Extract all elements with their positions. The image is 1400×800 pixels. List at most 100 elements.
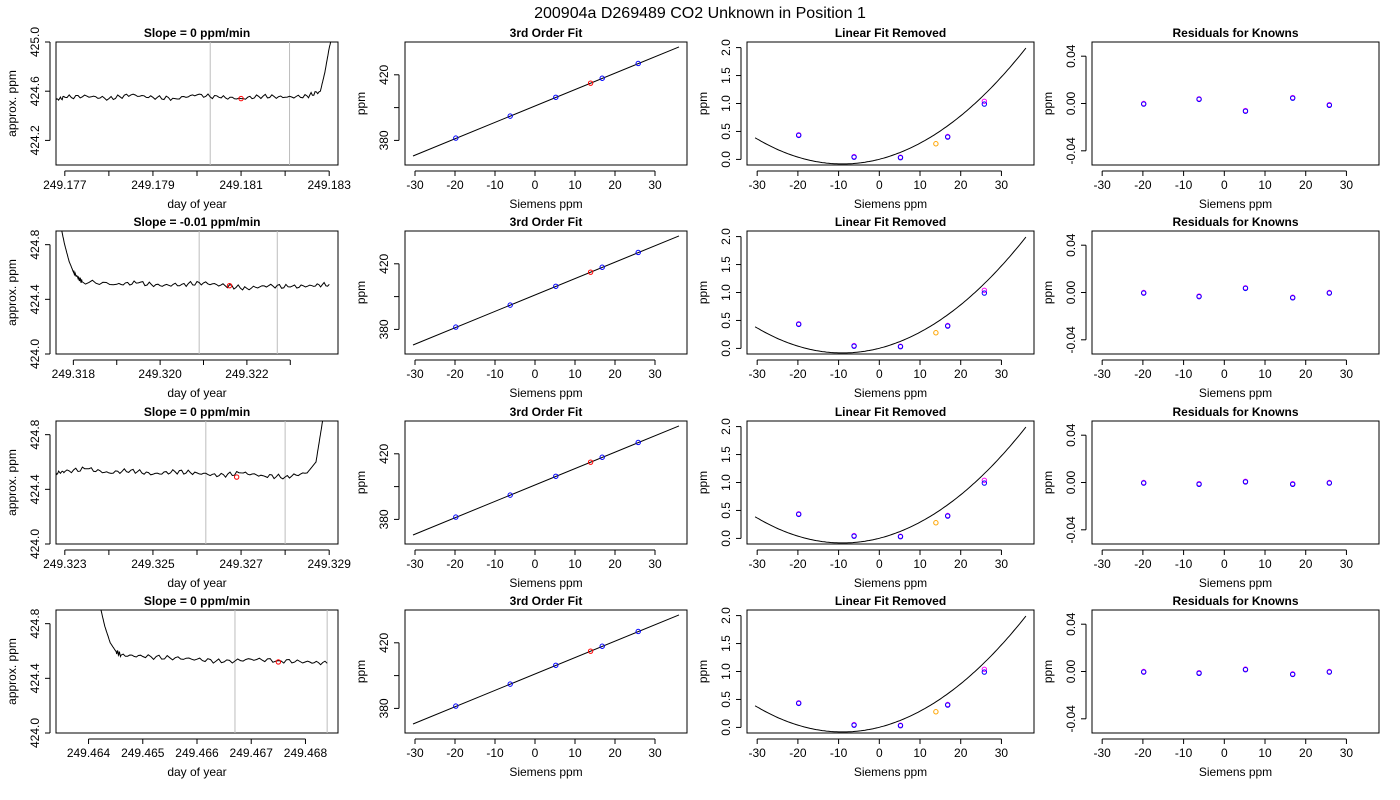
x-tick-label: 249.466 <box>175 746 219 760</box>
x-tick-label: 0 <box>532 367 539 381</box>
x-axis-label: Siemens ppm <box>854 765 927 779</box>
calibration-panel: Linear Fit Removed -30 -20 -10 0 10 20 30 Siemen… <box>696 405 1035 590</box>
x-axis-label: Siemens ppm <box>509 197 582 211</box>
x-tick-label: 10 <box>913 557 927 571</box>
y-axis-label: ppm <box>354 471 368 494</box>
y-tick-label: 0.04 <box>1064 233 1078 257</box>
residual-point <box>1326 290 1333 296</box>
x-tick-label: 10 <box>913 746 927 760</box>
y-tick-label: 0.00 <box>1064 280 1078 304</box>
known-point <box>453 514 459 520</box>
plot-area <box>56 421 324 544</box>
known-point <box>635 628 641 635</box>
y-tick-label: 380 <box>377 130 391 150</box>
x-axis-label: day of year <box>167 576 226 590</box>
x-tick-label: -30 <box>1094 367 1112 381</box>
x-tick-label: -20 <box>446 178 464 192</box>
known-point <box>897 155 904 161</box>
y-axis-label: ppm <box>696 281 710 304</box>
y-tick-label: 420 <box>377 64 391 84</box>
unknown-point <box>933 520 939 526</box>
residual-point <box>1242 108 1249 114</box>
y-axis-label: ppm <box>1041 471 1055 494</box>
plot-area <box>412 46 680 157</box>
known-point <box>507 681 513 687</box>
x-axis-label: Siemens ppm <box>854 386 927 400</box>
x-tick-label: 30 <box>1340 746 1354 760</box>
calibration-panel: Linear Fit Removed -30 -20 -10 0 10 20 30 Siemen… <box>696 215 1035 400</box>
known-point <box>553 94 559 100</box>
x-tick-label: 20 <box>954 367 968 381</box>
time-series-panel: Slope = 0 ppm/min 249.177 249.179 249.181 24… <box>5 26 351 211</box>
known-point <box>897 534 904 540</box>
y-axis-label: ppm <box>354 281 368 304</box>
plot-area <box>754 47 1027 165</box>
residual-point <box>1289 671 1296 678</box>
y-tick-label: 1.0 <box>719 284 733 301</box>
y-axis-label: approx. ppm <box>5 638 19 705</box>
y-axis-label: ppm <box>696 471 710 494</box>
x-tick-label: -30 <box>406 178 424 192</box>
y-tick-label: 2.0 <box>719 39 733 56</box>
residual-point <box>1196 670 1202 676</box>
y-axis-label: ppm <box>1041 92 1055 115</box>
known-point <box>453 324 459 330</box>
x-tick-label: -10 <box>486 178 504 192</box>
y-tick-label: 1.0 <box>719 474 733 491</box>
x-tick-label: -20 <box>789 367 807 381</box>
x-tick-label: 20 <box>1299 367 1313 381</box>
x-tick-label: 10 <box>568 746 582 760</box>
x-tick-label: 249.465 <box>121 746 165 760</box>
x-tick-label: -10 <box>1175 178 1193 192</box>
known-point <box>453 135 459 141</box>
x-tick-label: 249.322 <box>225 367 269 381</box>
known-point <box>981 480 988 486</box>
calibration-panel: Residuals for Knowns -30 -20 -10 0 10 20 30 Siem… <box>1041 26 1380 211</box>
known-point <box>635 439 641 446</box>
x-axis-label: Siemens ppm <box>1199 576 1272 590</box>
calibration-panel: 3rd Order Fit -30 -20 -10 0 10 20 30 Siemens ppm… <box>354 594 688 779</box>
panel-title: 3rd Order Fit <box>510 215 583 229</box>
x-tick-label: -20 <box>1134 367 1152 381</box>
x-tick-label: -20 <box>1134 557 1152 571</box>
x-tick-label: 30 <box>1340 367 1354 381</box>
y-tick-label: 0.00 <box>1064 470 1078 494</box>
plot-frame <box>55 41 339 166</box>
panel-title: Residuals for Knowns <box>1172 405 1298 419</box>
x-tick-label: -10 <box>830 557 848 571</box>
x-tick-label: 10 <box>568 178 582 192</box>
y-tick-label: 1.0 <box>719 95 733 112</box>
plot-area <box>61 231 330 354</box>
y-tick-label: 424.8 <box>28 608 42 638</box>
calibration-panel: 3rd Order Fit -30 -20 -10 0 10 20 30 Siemens ppm… <box>354 26 688 211</box>
y-tick-label: 2.0 <box>719 607 733 624</box>
x-tick-label: -10 <box>486 367 504 381</box>
x-tick-label: 20 <box>608 557 622 571</box>
y-tick-label: 0.0 <box>719 719 733 736</box>
x-tick-label: 30 <box>648 746 662 760</box>
y-tick-label: 0.5 <box>719 312 733 329</box>
x-tick-label: 0 <box>876 367 883 381</box>
x-tick-label: 20 <box>1299 746 1313 760</box>
panel-title: 3rd Order Fit <box>510 594 583 608</box>
x-axis-label: Siemens ppm <box>854 576 927 590</box>
sample-marker <box>275 659 282 665</box>
calibration-panel: Residuals for Knowns -30 -20 -10 0 10 20 30 Siem… <box>1041 215 1380 400</box>
unknown-point <box>933 330 939 336</box>
y-axis-label: approx. ppm <box>5 449 19 516</box>
known-point-alt <box>981 477 988 483</box>
y-tick-label: 424.0 <box>28 529 42 559</box>
x-tick-label: -30 <box>1094 178 1112 192</box>
residual-point <box>1196 293 1202 300</box>
known-point <box>635 60 641 67</box>
x-tick-label: 20 <box>1299 557 1313 571</box>
x-tick-label: -30 <box>1094 746 1112 760</box>
y-tick-label: 0.5 <box>719 123 733 140</box>
x-tick-label: 20 <box>608 746 622 760</box>
known-point <box>507 302 513 308</box>
residual-point <box>1326 669 1333 675</box>
x-tick-label: -30 <box>406 367 424 381</box>
residual-point <box>1141 669 1147 675</box>
known-point-alt <box>981 666 988 672</box>
x-tick-label: 0 <box>876 746 883 760</box>
